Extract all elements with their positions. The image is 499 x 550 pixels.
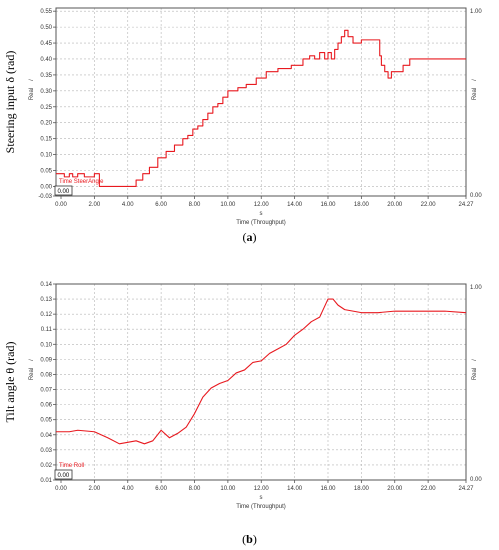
y-tick-label: 0.10 [40, 153, 52, 159]
x-tick-label: 2.00 [89, 486, 101, 492]
x-tick-label: 8.00 [189, 202, 201, 208]
y-tick-label: 0.09 [40, 357, 52, 363]
series-line [56, 29, 466, 187]
x-tick-label: 20.00 [387, 202, 403, 208]
cursor-readout-box [54, 469, 73, 480]
x-tick-label: 12.00 [254, 202, 270, 208]
chart-panel-b: 0.01 0.02 0.03 0.04 0.05 0.06 0.07 0.08 0.09 0.10… [0, 272, 499, 550]
caption-a: (a) [0, 230, 499, 245]
steering-chart: -0.030.000.050.100.150.200.250.300.350.4… [3, 7, 482, 226]
x-axis-label: Time (Throughput) [236, 504, 285, 510]
caption-a-open: ( [242, 230, 247, 244]
x-tick-label: 24.27 [458, 202, 474, 208]
y-tick-label: 0.01 [40, 478, 52, 484]
cursor-readout: 0.00 [58, 473, 70, 479]
x-tick-label: 4.00 [122, 486, 134, 492]
legend-label: Time SteerAngle [59, 179, 104, 185]
x-tick-label: 2.00 [89, 202, 101, 208]
x-tick-label: 22.00 [421, 202, 437, 208]
x-tick-label: 20.00 [387, 486, 403, 492]
x-tick-label: 0.00 [55, 486, 67, 492]
x-tick-label: 6.00 [155, 486, 167, 492]
y-tick-label: 0.15 [40, 137, 52, 143]
y-tick-label: 0.25 [40, 105, 52, 111]
x-tick-label: 12.00 [254, 486, 270, 492]
cursor-readout: 0.00 [58, 189, 70, 195]
y-tick-label: 0.10 [40, 342, 52, 348]
right-axis-real: Real [472, 88, 478, 100]
y-tick-label: 0.20 [40, 121, 52, 127]
right-tick-label-top: 1.00 [470, 9, 482, 15]
x-tick-label: 18.00 [354, 202, 370, 208]
y-tick-label: 0.00 [40, 184, 52, 190]
caption-b-close: ) [252, 532, 257, 546]
y-tick-label: 0.05 [40, 169, 52, 175]
y-tick-label: 0.14 [40, 282, 52, 288]
caption-a-letter: a [246, 230, 253, 244]
y-tick-label: 0.45 [40, 41, 52, 47]
x-tick-label: 16.00 [320, 202, 336, 208]
x-tick-label: 16.00 [320, 486, 336, 492]
caption-b-open: ( [242, 532, 247, 546]
x-tick-label: 10.00 [220, 202, 236, 208]
y-tick-label: 0.04 [40, 433, 52, 439]
x-tick-label: 22.00 [421, 486, 437, 492]
right-axis-slash: / [472, 359, 478, 361]
x-tick-label: 0.00 [55, 202, 67, 208]
caption-b: (b) [0, 532, 499, 547]
right-axis-real: Real [472, 368, 478, 380]
caption-a-close: ) [252, 230, 257, 244]
x-tick-label: 18.00 [354, 486, 370, 492]
y-axis-label: Steering input δ (rad) [3, 51, 17, 154]
legend-label: Time Roll [59, 463, 84, 469]
y-tick-label: 0.35 [40, 73, 52, 79]
series-line [56, 298, 467, 445]
tilt-chart: 0.01 0.02 0.03 0.04 0.05 0.06 0.07 0.08 0.09 0.10… [3, 282, 482, 510]
y-axis-label: Tilt angle θ (rad) [3, 342, 17, 423]
x-tick-label: 24.27 [458, 486, 474, 492]
y-tick-label: 0.50 [40, 25, 52, 31]
y-tick-label: 0.13 [40, 297, 52, 303]
x-tick-label: 4.00 [122, 202, 134, 208]
right-tick-label-bottom: 0.00 [470, 193, 482, 199]
chart-panel-a: -0.03 0.00 0.05 0.10 0.15 0.20 0.25 0.30 0.35 0.4… [0, 0, 499, 250]
y-tick-label: 0.07 [40, 388, 52, 394]
x-unit-label: s [260, 495, 263, 501]
y-tick-label: 0.12 [40, 312, 52, 318]
y-tick-label: 0.30 [40, 89, 52, 95]
x-axis-label: Time (Throughput) [236, 220, 285, 226]
right-tick-label-bottom: 0.00 [470, 477, 482, 483]
left-axis-real: Real [29, 88, 35, 100]
y-tick-label: 0.05 [40, 418, 52, 424]
caption-b-letter: b [246, 532, 253, 546]
y-tick-label: 0.08 [40, 372, 52, 378]
y-tick-label: 0.03 [40, 448, 52, 454]
left-axis-slash: / [29, 79, 35, 81]
left-axis-slash: / [29, 359, 35, 361]
x-tick-label: 14.00 [287, 486, 303, 492]
x-tick-label: 8.00 [189, 486, 201, 492]
y-tick-label: 0.02 [40, 463, 52, 469]
cursor-readout-box [54, 185, 73, 196]
y-tick-label: 0.55 [40, 9, 52, 15]
y-tick-label: -0.03 [38, 194, 52, 200]
x-tick-label: 14.00 [287, 202, 303, 208]
y-tick-label: 0.11 [41, 327, 53, 333]
right-axis-slash: / [472, 79, 478, 81]
x-tick-label: 6.00 [155, 202, 167, 208]
y-tick-label: 0.40 [40, 57, 52, 63]
left-axis-real: Real [29, 368, 35, 380]
x-tick-label: 10.00 [220, 486, 236, 492]
x-unit-label: s [260, 211, 263, 217]
right-tick-label-top: 1.00 [470, 285, 482, 291]
y-tick-label: 0.06 [40, 403, 52, 409]
